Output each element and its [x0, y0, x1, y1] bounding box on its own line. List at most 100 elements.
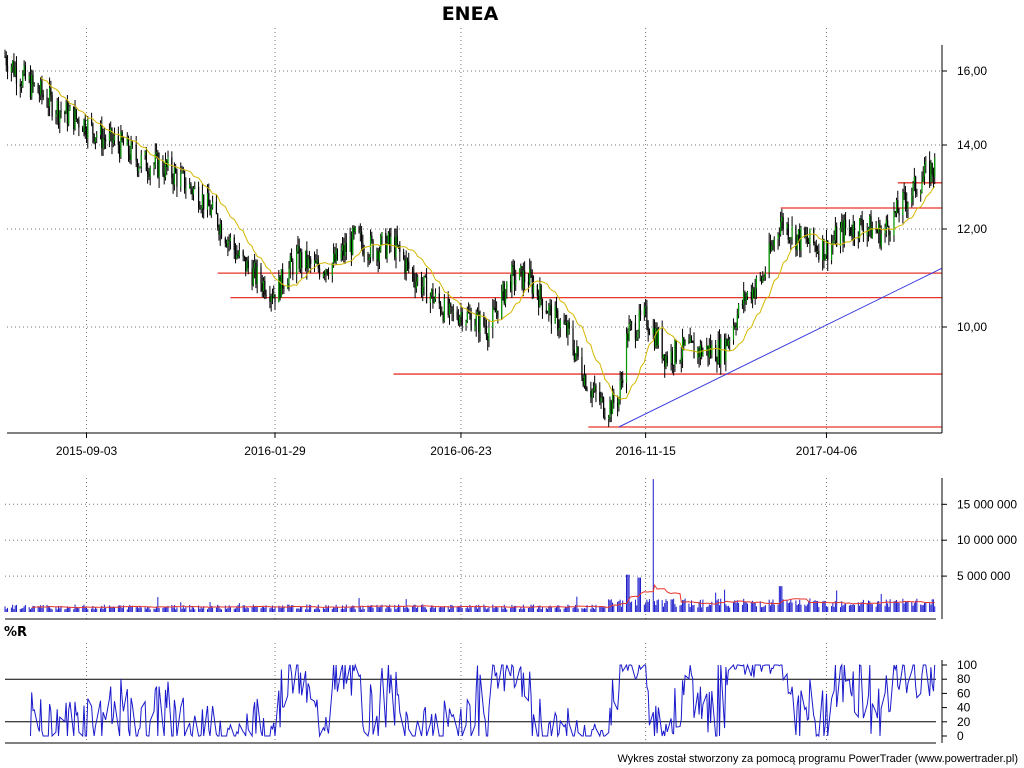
- candle-body: [336, 249, 339, 260]
- candle-body: [83, 119, 85, 132]
- candle-body: [639, 310, 642, 316]
- candle-body: [706, 345, 708, 351]
- candle-body: [322, 273, 324, 277]
- candle-body: [23, 65, 25, 74]
- candle-body: [790, 238, 792, 240]
- candle-body: [19, 83, 21, 87]
- candle-body: [68, 110, 70, 124]
- candle-body: [354, 227, 356, 232]
- candle-body: [513, 266, 516, 285]
- candle-body: [167, 157, 169, 168]
- candle-body: [424, 276, 426, 277]
- candle-body: [136, 160, 139, 172]
- candle-body: [304, 250, 307, 268]
- candle-body: [741, 304, 744, 306]
- candle-body: [895, 200, 898, 214]
- candle-body: [353, 227, 355, 232]
- candle-body: [271, 296, 274, 298]
- candle-body: [777, 233, 779, 240]
- candle-body: [666, 355, 668, 364]
- candle-body: [634, 322, 637, 340]
- candle-body: [836, 226, 838, 247]
- volume-average-line: [31, 583, 935, 609]
- candle-body: [737, 304, 740, 315]
- candle-body: [377, 250, 379, 262]
- candle-body: [759, 276, 761, 278]
- candle-body: [493, 307, 495, 309]
- candle-body: [665, 355, 667, 367]
- candle-body: [781, 216, 783, 222]
- candle-body: [135, 145, 137, 161]
- candle-body: [450, 303, 452, 307]
- candle-body: [832, 241, 834, 244]
- candle-body: [572, 328, 574, 350]
- price-y-tick-label: 16,00: [957, 64, 987, 78]
- candle-body: [549, 304, 551, 306]
- candle-body: [848, 227, 850, 228]
- candle-body: [608, 416, 610, 420]
- candle-body: [389, 232, 391, 245]
- candle-body: [494, 307, 496, 313]
- candle-body: [518, 268, 521, 280]
- candle-body: [487, 336, 489, 341]
- candle-body: [591, 390, 593, 398]
- candle-body: [465, 321, 467, 326]
- candle-body: [912, 182, 914, 196]
- candle-body: [698, 348, 700, 358]
- candle-body: [867, 227, 870, 231]
- candle-body: [139, 166, 141, 168]
- candle-body: [350, 238, 353, 255]
- candle-body: [387, 232, 389, 243]
- candle-body: [13, 61, 15, 76]
- candle-body: [844, 219, 847, 228]
- candle-body: [361, 231, 363, 244]
- candle-body: [778, 233, 780, 235]
- candle-body: [729, 339, 731, 341]
- candle-body: [296, 251, 298, 275]
- candle-body: [715, 344, 717, 362]
- candle-body: [539, 285, 541, 307]
- candle-body: [503, 283, 505, 304]
- candle-body: [545, 310, 547, 313]
- candle-body: [521, 266, 523, 289]
- candle-body: [310, 259, 312, 264]
- candle-body: [815, 244, 817, 252]
- candle-body: [138, 167, 140, 172]
- candle-body: [190, 183, 192, 190]
- candle-body: [131, 141, 133, 146]
- candle-body: [48, 87, 51, 107]
- oscillator-label: %R: [4, 625, 27, 640]
- candle-body: [112, 140, 114, 143]
- candle-body: [809, 228, 811, 244]
- candle-body: [349, 238, 351, 252]
- candle-body: [74, 109, 76, 129]
- candle-body: [684, 341, 686, 346]
- candle-body: [301, 252, 303, 268]
- candle-body: [470, 313, 472, 330]
- candle-body: [581, 356, 583, 379]
- candle-body: [163, 173, 165, 178]
- candle-body: [485, 326, 488, 337]
- candle-body: [564, 322, 566, 324]
- candle-body: [413, 272, 415, 282]
- candle-body: [55, 114, 57, 117]
- candle-body: [675, 340, 677, 362]
- oscillator-y-tick-label: 100: [957, 658, 977, 672]
- candle-body: [858, 218, 861, 239]
- candle-body: [559, 320, 561, 329]
- candle-body: [290, 256, 293, 262]
- candle-body: [884, 227, 886, 234]
- candle-body: [282, 269, 284, 288]
- candle-body: [180, 172, 182, 187]
- candle-body: [127, 137, 130, 155]
- williams-r-line: [30, 663, 936, 738]
- candle-body: [661, 329, 663, 359]
- candle-body: [201, 194, 204, 209]
- candle-body: [492, 307, 494, 328]
- candle-body: [583, 375, 586, 386]
- candle-body: [656, 328, 658, 346]
- candle-body: [925, 161, 927, 165]
- candle-body: [327, 273, 330, 276]
- candle-body: [264, 280, 266, 296]
- candle-body: [224, 238, 226, 244]
